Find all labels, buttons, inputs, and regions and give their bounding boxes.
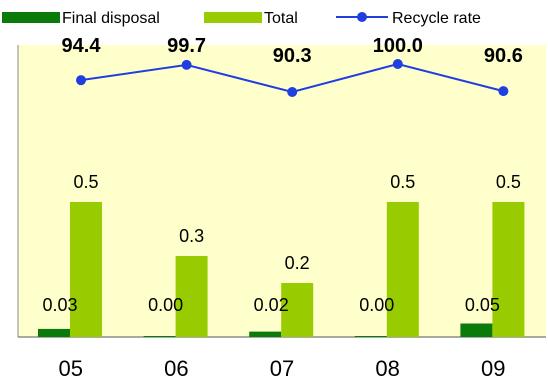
bar-final-disposal-09 (460, 323, 493, 337)
legend-label-total: Total (264, 10, 298, 27)
x-tick-06: 06 (164, 356, 188, 381)
bars (38, 202, 525, 337)
label-recycle-rate-06: 99.7 (167, 35, 206, 57)
legend-item-recycle-rate: Recycle rate (336, 10, 481, 27)
x-tick-labels: 05 06 07 08 09 (59, 356, 506, 381)
label-recycle-rate-09: 90.6 (484, 45, 523, 67)
legend-swatch-total (204, 12, 262, 23)
point-recycle-rate-09 (498, 86, 509, 97)
legend: Final disposal Total Recycle rate (2, 10, 481, 27)
legend-label-recycle-rate: Recycle rate (392, 10, 481, 27)
point-recycle-rate-06 (181, 59, 192, 70)
label-recycle-rate-07: 90.3 (273, 45, 312, 67)
legend-marker-recycle-rate (357, 12, 367, 22)
point-recycle-rate-07 (287, 87, 298, 97)
line-series (76, 59, 509, 97)
label-final-disposal-06: 0.00 (148, 295, 183, 315)
x-tick-07: 07 (270, 356, 294, 381)
label-total-05: 0.5 (73, 172, 98, 192)
legend-swatch-final-disposal (2, 12, 60, 23)
legend-item-final-disposal: Final disposal (2, 10, 160, 27)
label-total-09: 0.5 (496, 172, 521, 192)
label-total-07: 0.2 (285, 253, 310, 273)
bar-total-09 (492, 202, 525, 337)
label-final-disposal-07: 0.02 (254, 295, 289, 315)
point-recycle-rate-08 (392, 59, 403, 69)
bar-total-08 (386, 202, 419, 337)
x-tick-05: 05 (59, 356, 83, 381)
bar-total-05 (70, 202, 102, 337)
label-final-disposal-09: 0.05 (465, 295, 500, 315)
bar-final-disposal-08 (354, 336, 387, 337)
label-total-08: 0.5 (390, 172, 415, 192)
legend-item-total: Total (204, 10, 298, 27)
label-total-06: 0.3 (179, 226, 204, 246)
bar-total-06 (175, 256, 208, 337)
data-labels: 0.03 0.5 94.4 0.00 0.3 99.7 0.02 0.2 90.3 0.00 0.5… (42, 35, 522, 315)
label-recycle-rate-05: 94.4 (62, 35, 102, 57)
bar-final-disposal-05 (38, 328, 70, 337)
x-tick-09: 09 (481, 356, 505, 381)
bar-final-disposal-07 (249, 331, 282, 337)
label-final-disposal-08: 0.00 (359, 295, 394, 315)
bar-final-disposal-06 (143, 336, 176, 337)
label-final-disposal-05: 0.03 (42, 295, 77, 315)
x-tick-08: 08 (375, 356, 399, 381)
label-recycle-rate-08: 100.0 (373, 35, 423, 57)
point-recycle-rate-05 (76, 75, 86, 86)
bar-total-07 (281, 283, 314, 337)
legend-label-final-disposal: Final disposal (62, 10, 160, 27)
